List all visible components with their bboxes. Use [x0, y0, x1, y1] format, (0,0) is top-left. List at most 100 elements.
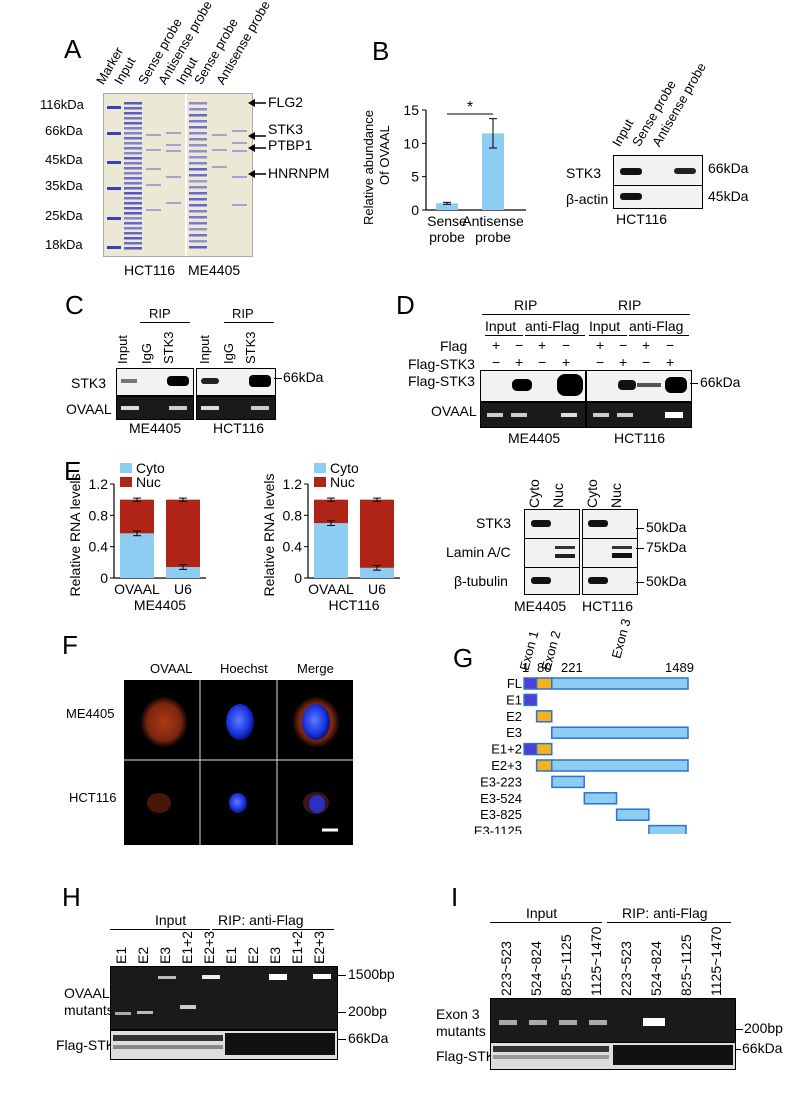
panel-e-xtick: U6 — [174, 581, 192, 597]
panel-b-ytick: 0 — [411, 202, 419, 218]
panel-d-gel-hct116 — [586, 402, 692, 428]
panel-d-sign-flagstk3: − — [492, 354, 500, 370]
panel-e-blot-lane: Cyto — [526, 479, 542, 508]
panel-c-lane-label: STK3 — [243, 331, 258, 364]
panel-d-group-input-1: Input — [485, 318, 516, 334]
panel-e-bar-nuc — [314, 500, 348, 524]
panel-d-sign-flag: + — [492, 337, 500, 353]
panel-h-lane-label: E1+2 — [289, 931, 305, 964]
panel-d-sign-flag: − — [619, 337, 627, 353]
panel-e-bar-cyto — [314, 523, 348, 578]
panel-c-lane-label: Input — [115, 335, 130, 364]
panel-h-lane-label: E2+3 — [311, 931, 327, 964]
panel-g-pos-221: 221 — [561, 660, 583, 675]
panel-e-blot-stk3-a — [524, 509, 580, 539]
panel-a-marker: 35kDa — [45, 178, 83, 193]
panel-a-cell-hct116: HCT116 — [124, 262, 175, 278]
panel-e-marker-50a: 50kDa — [646, 519, 686, 535]
panel-f-col-hoechst: Hoechst — [220, 661, 268, 676]
panel-e-cell-me4405: ME4405 — [514, 598, 566, 614]
panel-d-row-flagstk3-b: Flag-STK3 — [408, 373, 475, 389]
panel-a-cell-me4405: ME4405 — [188, 262, 240, 278]
panel-i-group-input: Input — [526, 905, 557, 921]
panel-h-gel — [110, 966, 338, 1030]
panel-a-marker: 116kDa — [40, 97, 84, 112]
panel-e-xtick: OVAAL — [114, 581, 160, 597]
panel-e-row-stk3: STK3 — [476, 515, 511, 531]
panel-e-blot-lane: Nuc — [608, 483, 624, 508]
panel-e-cell-hct116: HCT116 — [582, 598, 633, 614]
panel-b-marker-66: 66kDa — [708, 160, 748, 176]
panel-b-row-stk3: STK3 — [566, 165, 601, 181]
panel-e-ytick: 0 — [100, 570, 108, 586]
panel-d-rip-2: RIP — [618, 297, 641, 313]
panel-d-marker: 66kDa — [700, 374, 740, 390]
panel-e-legend-nuc-label: Nuc — [136, 474, 161, 490]
panel-g-segment — [537, 678, 552, 689]
panel-e-ylabel: Relative RNA levels — [261, 474, 277, 597]
panel-g-construct-label: E1 — [506, 692, 522, 707]
panel-i-group-rip: RIP: anti-Flag — [622, 905, 708, 921]
panel-b-cell: HCT116 — [616, 211, 667, 227]
panel-c-cell-me4405: ME4405 — [129, 420, 181, 436]
panel-h-row-ovaal-1: OVAAL — [64, 985, 110, 1001]
panel-d-sign-flag: + — [538, 337, 546, 353]
panel-e-legend-cyto — [314, 463, 326, 473]
panel-g-segment — [524, 694, 536, 705]
panel-f-col-ovaal: OVAAL — [150, 661, 192, 676]
panel-h-lane-label: E2 — [135, 947, 151, 964]
panel-d-sign-flag: − — [515, 337, 523, 353]
panel-a-band-label: HNRNPM — [268, 165, 329, 181]
panel-b-ylabel-1: Relative abundance — [361, 110, 376, 225]
panel-c-gel-me4405 — [116, 396, 194, 420]
panel-g-pos-1489: 1489 — [665, 660, 694, 675]
panel-i-lane-label: 1125~1470 — [588, 927, 604, 996]
panel-g-construct-label: E1+2 — [491, 742, 522, 757]
panel-e-blot-lamin-b — [582, 538, 638, 568]
panel-g-pos-80: 80 — [537, 660, 551, 675]
panel-e-blot-lamin-a — [524, 538, 580, 568]
panel-e-blot-lane: Cyto — [584, 479, 600, 508]
panel-c-lane-label: IgG — [139, 343, 154, 364]
panel-i-marker-66: 66kDa — [742, 1040, 782, 1056]
panel-d-gel-me4405 — [480, 402, 586, 428]
panel-d-row-ovaal: OVAAL — [431, 403, 477, 419]
panel-g-segment — [552, 760, 688, 771]
panel-h-lane-label: E1 — [113, 947, 129, 964]
panel-g-construct-label: E3-825 — [480, 807, 522, 822]
panel-g-label: G — [453, 643, 473, 674]
panel-e-xtick: OVAAL — [308, 581, 354, 597]
panel-b-blot-actin — [613, 185, 703, 209]
panel-e-ytick: 0.8 — [89, 507, 109, 523]
panel-b-ytick: 5 — [411, 169, 419, 185]
panel-e-blot-stk3-b — [582, 509, 638, 539]
panel-a-arrows — [246, 90, 276, 190]
panel-i-gel — [490, 998, 736, 1044]
panel-d-rip-1: RIP — [514, 297, 537, 313]
panel-g-construct-label: E3-524 — [480, 791, 522, 806]
panel-d-group-flag-2: anti-Flag — [629, 318, 683, 334]
panel-e-blot-tubulin-a — [524, 567, 580, 595]
panel-i-lane-label: 1125~1470 — [708, 927, 724, 996]
panel-g-construct-label: E3-1125 — [474, 824, 522, 834]
panel-e-ytick: 0.8 — [283, 507, 303, 523]
panel-b-blot-lane: Input — [609, 116, 636, 149]
panel-h-label: H — [62, 882, 81, 913]
panel-e-charts: CytoNuc00.40.81.2Relative RNA levelsOVAA… — [70, 460, 430, 620]
panel-e-row-lamin: Lamin A/C — [446, 544, 511, 560]
panel-d-sign-flagstk3: + — [666, 354, 674, 370]
panel-b-xtick: Sense — [427, 213, 467, 229]
panel-d-sign-flag: − — [562, 337, 570, 353]
panel-h-blot — [110, 1030, 338, 1060]
panel-b-ylabel-2: Of OVAAL — [377, 125, 392, 185]
panel-g-segment — [552, 727, 688, 738]
panel-d-sign-flag: − — [666, 337, 674, 353]
panel-h-lane-label: E1 — [223, 947, 239, 964]
panel-h-lane-label: E3 — [157, 947, 173, 964]
panel-b-row-actin: β-actin — [566, 191, 608, 207]
panel-e-ytick: 0 — [294, 570, 302, 586]
panel-d-sign-flag: + — [596, 337, 604, 353]
panel-b-marker-45: 45kDa — [708, 188, 748, 204]
panel-b-chart: 051015SenseprobeAntisenseprobe* — [400, 90, 535, 270]
panel-c-rip-1: RIP — [149, 306, 171, 321]
